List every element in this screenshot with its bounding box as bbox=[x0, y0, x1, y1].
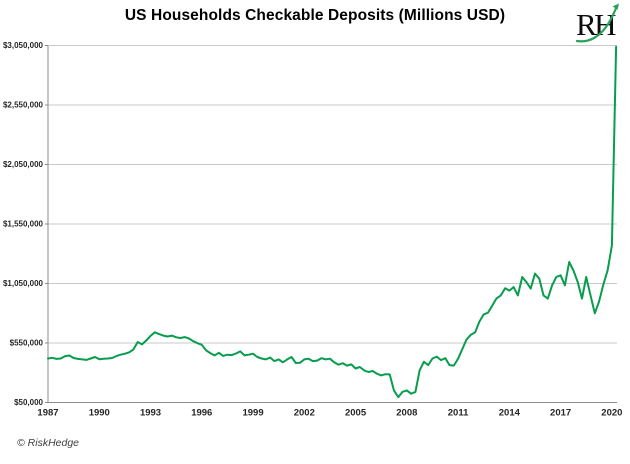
logo-arrowhead-icon bbox=[612, 3, 619, 10]
x-axis-tick-label: 1996 bbox=[191, 408, 212, 419]
x-axis-tick-label: 1987 bbox=[37, 408, 58, 419]
y-axis-tick-label: $550,000 bbox=[10, 339, 44, 348]
x-axis-tick-label: 1999 bbox=[242, 408, 263, 419]
x-axis-tick-label: 2014 bbox=[499, 408, 521, 419]
x-axis-tick-label: 2011 bbox=[448, 408, 469, 419]
x-axis-tick-label: 1993 bbox=[140, 408, 161, 419]
x-axis-tick-label: 2020 bbox=[601, 408, 622, 419]
y-axis-tick-label: $50,000 bbox=[14, 398, 43, 407]
riskhedge-logo: RH bbox=[575, 3, 619, 43]
x-axis-tick-label: 2002 bbox=[294, 408, 315, 419]
y-axis-tick-label: $2,050,000 bbox=[3, 160, 44, 169]
x-axis-tick-label: 2005 bbox=[345, 408, 367, 419]
x-axis-tick-label: 2017 bbox=[550, 408, 571, 419]
chart-title: US Households Checkable Deposits (Millio… bbox=[124, 7, 506, 24]
y-axis-tick-label: $1,550,000 bbox=[3, 220, 44, 229]
y-axis-tick-label: $2,550,000 bbox=[3, 101, 44, 110]
x-axis-tick-label: 1990 bbox=[89, 408, 110, 419]
data-series-line bbox=[47, 45, 618, 399]
y-axis-tick-label: $1,050,000 bbox=[3, 279, 44, 288]
y-axis-tick-label: $3,050,000 bbox=[3, 41, 44, 50]
x-axis-tick-label: 2008 bbox=[396, 408, 417, 419]
copyright-attribution: © RiskHedge bbox=[17, 437, 80, 449]
logo-growth-curve-icon bbox=[575, 4, 619, 43]
